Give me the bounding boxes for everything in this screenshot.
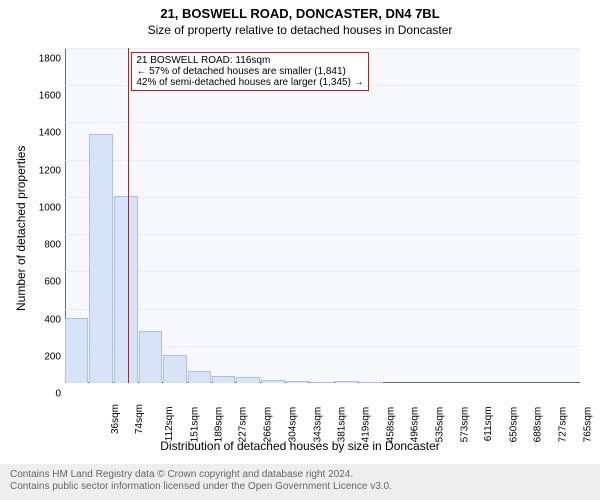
x-tick-label: 688sqm	[533, 407, 544, 443]
annotation-line: ← 57% of detached houses are smaller (1,…	[136, 66, 363, 77]
x-tick-label: 765sqm	[582, 407, 593, 443]
page-subtitle: Size of property relative to detached ho…	[0, 21, 600, 37]
x-tick-label: 650sqm	[509, 407, 520, 443]
y-axis-label: Number of detached properties	[14, 145, 28, 310]
grid-line	[65, 309, 580, 310]
x-tick-label: 74sqm	[134, 404, 145, 434]
x-tick-label: 189sqm	[214, 407, 225, 443]
footer: Contains HM Land Registry data © Crown c…	[0, 464, 600, 500]
x-tick-label: 496sqm	[410, 407, 421, 443]
grid-line	[65, 271, 580, 272]
x-tick-label: 535sqm	[435, 407, 446, 443]
x-tick-label: 112sqm	[164, 406, 175, 441]
x-tick-label: 343sqm	[312, 407, 323, 443]
histogram-bar	[139, 331, 162, 383]
x-tick-label: 227sqm	[238, 407, 249, 443]
histogram-bar	[335, 381, 358, 383]
y-tick-label: 400	[44, 314, 61, 325]
grid-line	[65, 48, 580, 49]
histogram-bar	[236, 377, 260, 383]
x-tick-label: 151sqm	[189, 407, 200, 443]
footer-line-1: Contains HM Land Registry data © Crown c…	[10, 469, 590, 481]
histogram-bar	[261, 380, 284, 383]
x-tick-label: 727sqm	[558, 407, 569, 443]
chart-container: 21, BOSWELL ROAD, DONCASTER, DN4 7BL Siz…	[0, 0, 600, 500]
x-tick-label: 381sqm	[336, 407, 347, 443]
histogram-bar	[65, 318, 88, 383]
y-tick-label: 0	[55, 389, 61, 400]
x-tick-label: 304sqm	[287, 407, 298, 443]
y-tick-label: 1000	[39, 202, 61, 213]
y-tick-label: 1400	[39, 128, 61, 139]
histogram-bar	[188, 371, 211, 383]
grid-line	[65, 197, 580, 198]
y-tick-label: 1200	[39, 165, 61, 176]
page-title: 21, BOSWELL ROAD, DONCASTER, DN4 7BL	[0, 0, 600, 21]
x-tick-label: 419sqm	[361, 407, 372, 443]
x-tick-label: 611sqm	[483, 406, 494, 441]
grid-line	[65, 160, 580, 161]
histogram-bar	[163, 355, 187, 383]
histogram-bar	[212, 376, 235, 383]
y-tick-label: 200	[44, 351, 61, 362]
grid-line	[65, 122, 580, 123]
y-tick-label: 1600	[39, 91, 61, 102]
histogram-bar	[89, 134, 113, 383]
y-tick-label: 800	[44, 240, 61, 251]
annotation-line: 21 BOSWELL ROAD: 116sqm	[136, 55, 363, 66]
y-tick-label: 600	[44, 277, 61, 288]
histogram-bar	[114, 196, 137, 383]
y-tick-label: 1800	[39, 54, 61, 65]
footer-line-2: Contains public sector information licen…	[10, 481, 590, 493]
x-tick-label: 573sqm	[459, 407, 470, 443]
grid-line	[65, 234, 580, 235]
histogram-bar	[286, 381, 309, 383]
x-tick-label: 458sqm	[386, 407, 397, 443]
annotation-box: 21 BOSWELL ROAD: 116sqm← 57% of detached…	[131, 52, 368, 91]
histogram-bar	[359, 382, 382, 383]
x-tick-label: 266sqm	[263, 407, 274, 443]
marker-line	[128, 48, 129, 383]
x-tick-label: 36sqm	[110, 404, 121, 434]
plot-area: 21 BOSWELL ROAD: 116sqm← 57% of detached…	[65, 48, 580, 383]
histogram-bar	[310, 382, 334, 383]
annotation-line: 42% of semi-detached houses are larger (…	[136, 77, 363, 88]
